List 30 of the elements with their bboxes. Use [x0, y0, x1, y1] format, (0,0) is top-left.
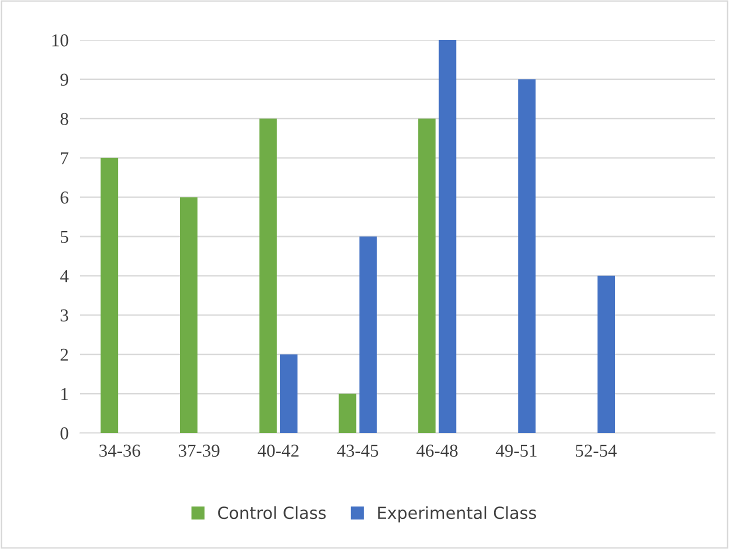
x-tick-label: 43-45: [337, 444, 378, 457]
bar: [100, 158, 118, 433]
y-tick-label: 8: [60, 112, 68, 126]
x-tick-label: 52-54: [576, 444, 617, 457]
bar: [180, 197, 198, 433]
bar: [518, 79, 536, 433]
y-tick-label: 1: [61, 388, 68, 400]
bar: [259, 118, 277, 433]
y-tick-label: 4: [60, 270, 69, 282]
bar: [418, 118, 436, 433]
y-tick-label: 9: [60, 74, 68, 86]
y-tick-label: 2: [60, 348, 68, 361]
x-tick-label: 49-51: [496, 444, 537, 457]
bar: [280, 354, 298, 433]
y-tick-label: 0: [60, 427, 68, 440]
y-tick-label: 10: [52, 34, 68, 46]
bar: [598, 276, 615, 433]
y-tick-label: 5: [60, 230, 68, 243]
x-tick-label: 46-48: [416, 444, 458, 457]
legend-label: Control Class: [218, 506, 326, 520]
y-tick-label: 7: [61, 152, 68, 164]
bar: [338, 394, 356, 433]
x-tick-label: 40-42: [258, 444, 299, 457]
y-tick-label: 6: [60, 192, 68, 204]
x-tick-label: 34-36: [99, 444, 140, 457]
y-tick-label: 3: [60, 309, 68, 322]
bar: [438, 40, 456, 433]
legend-label: Experimental Class: [378, 506, 536, 522]
x-tick-label: 37-39: [178, 444, 220, 457]
bar: [359, 236, 377, 433]
